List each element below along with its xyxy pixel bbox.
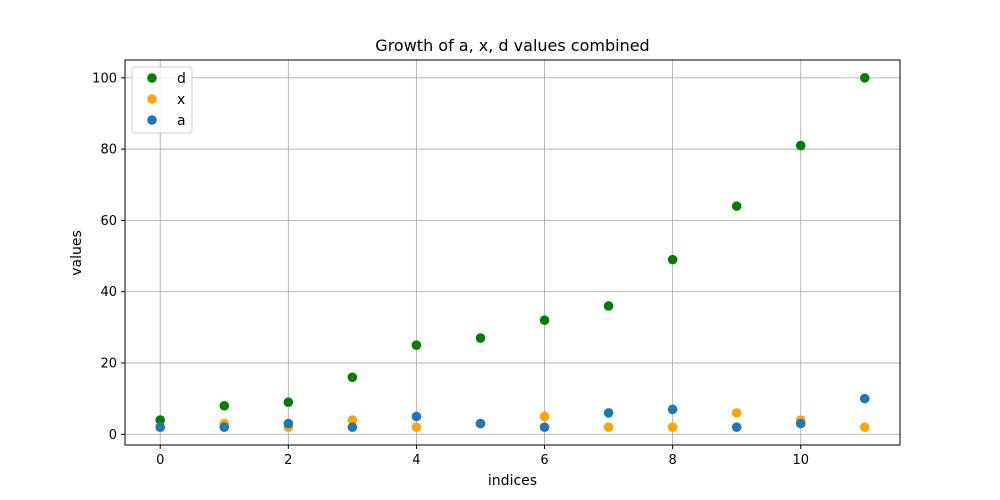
data-point-x xyxy=(859,422,870,432)
y-tick-label: 0 xyxy=(109,428,117,443)
legend-label-a: a xyxy=(177,113,186,129)
data-point-d xyxy=(539,315,550,326)
data-point-x xyxy=(603,422,614,432)
data-point-a xyxy=(603,408,614,418)
data-point-d xyxy=(667,254,678,265)
y-tick-label: 60 xyxy=(100,214,117,229)
data-point-a xyxy=(475,418,486,429)
legend-label-d: d xyxy=(177,71,186,87)
data-point-d xyxy=(411,340,422,350)
y-axis-label: values xyxy=(69,230,85,276)
legend-marker-a xyxy=(147,115,157,125)
data-point-a xyxy=(859,393,870,404)
data-point-d xyxy=(731,201,742,211)
data-point-x xyxy=(539,411,550,422)
legend: dxa xyxy=(131,66,193,134)
data-point-a xyxy=(155,422,166,432)
y-tick-label: 40 xyxy=(100,285,117,300)
x-tick-label: 4 xyxy=(412,453,420,468)
y-tick-label: 20 xyxy=(100,357,117,372)
data-point-x xyxy=(411,422,422,432)
x-tick-label: 2 xyxy=(284,453,292,468)
x-tick-label: 8 xyxy=(668,453,676,468)
data-points xyxy=(155,73,870,432)
x-axis-label: indices xyxy=(488,473,537,489)
data-point-d xyxy=(347,372,358,383)
data-point-x xyxy=(731,408,742,418)
data-point-d xyxy=(475,333,486,343)
data-point-a xyxy=(731,422,742,432)
x-tick-label: 10 xyxy=(792,453,809,468)
data-point-x xyxy=(667,422,678,432)
data-point-d xyxy=(283,397,294,408)
legend-marker-d xyxy=(147,73,157,83)
data-point-d xyxy=(155,415,166,425)
legend-label-x: x xyxy=(177,92,185,108)
data-point-x xyxy=(347,415,358,425)
legend-marker-x xyxy=(147,94,157,104)
plot-area-frame xyxy=(124,59,901,446)
x-tick-label: 0 xyxy=(156,453,164,468)
data-point-a xyxy=(283,418,294,429)
legend-box xyxy=(131,66,193,134)
data-point-a xyxy=(795,418,806,429)
chart-title: Growth of a, x, d values combined xyxy=(375,36,649,55)
data-point-a xyxy=(219,422,230,432)
grid xyxy=(125,60,900,445)
data-point-d xyxy=(603,301,614,311)
data-point-d xyxy=(219,400,230,411)
data-point-a xyxy=(667,404,678,415)
y-tick-label: 100 xyxy=(92,71,117,86)
y-tick-label: 80 xyxy=(100,143,117,158)
data-point-a xyxy=(347,422,358,432)
data-point-a xyxy=(411,411,422,422)
data-point-d xyxy=(795,140,806,151)
x-tick-label: 6 xyxy=(540,453,548,468)
data-point-d xyxy=(859,73,870,83)
data-point-a xyxy=(539,422,550,432)
